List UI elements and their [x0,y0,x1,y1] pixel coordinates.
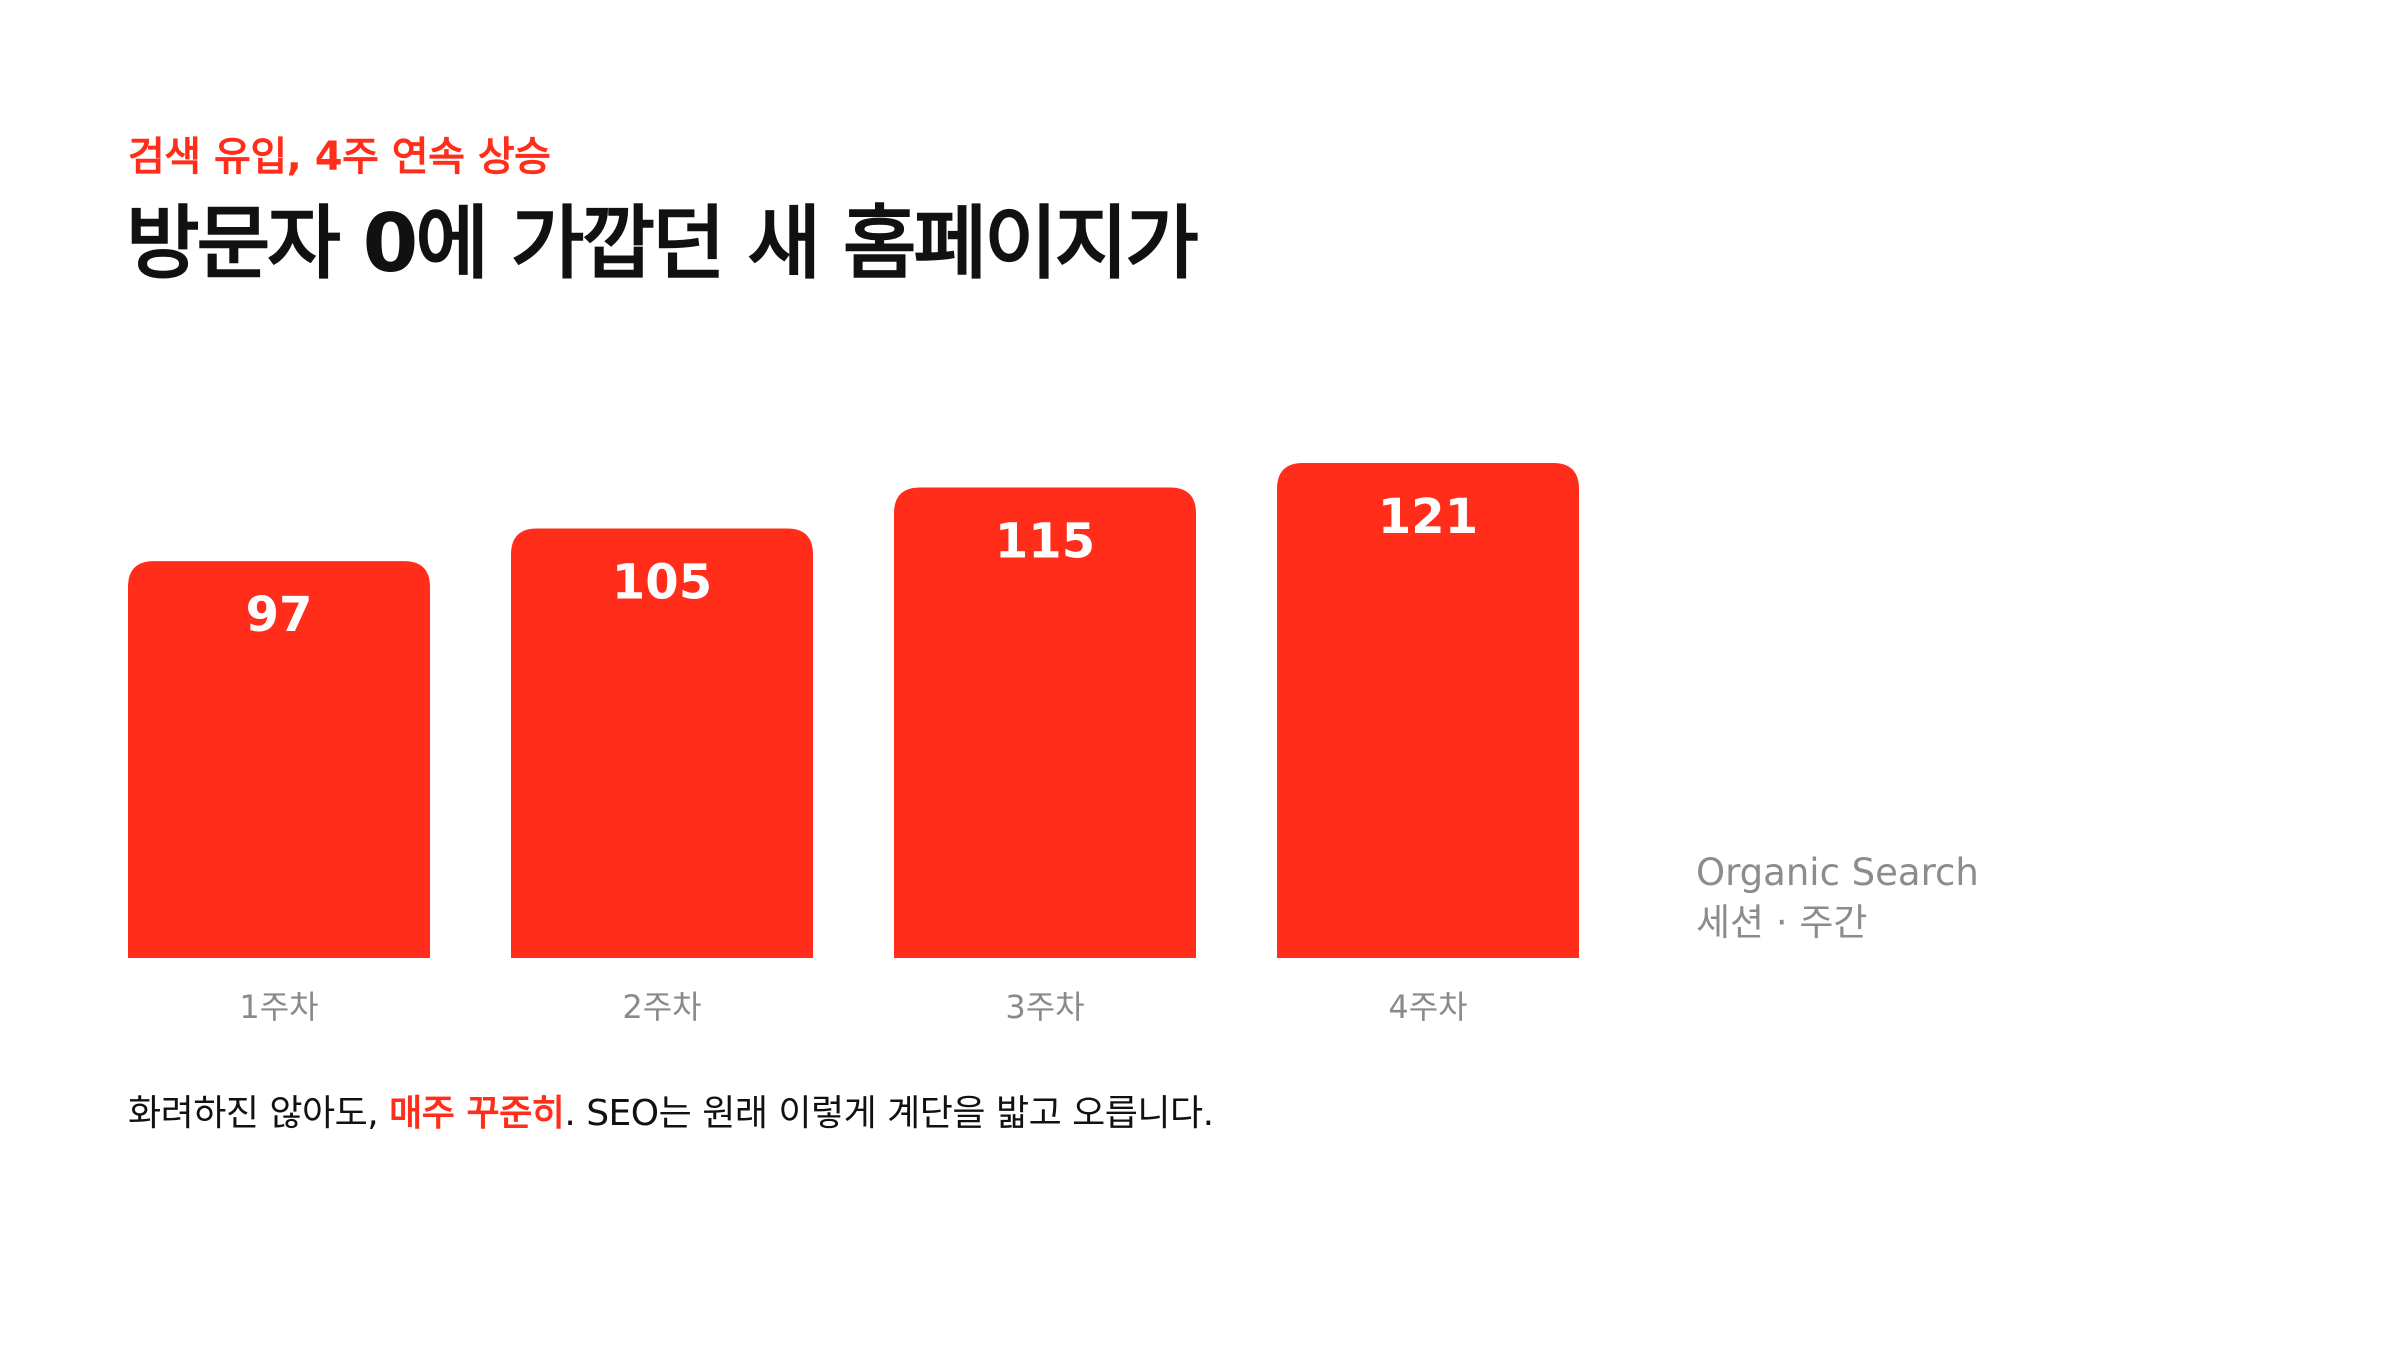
bar-value-label: 121 [1378,489,1478,545]
caption-highlight: 매주 꾸준히 [389,1093,565,1134]
caption-text-before: 화려하진 않아도, [128,1093,390,1134]
chart-title: 방문자 0에 가깝던 새 홈페이지가 [126,197,1199,290]
bar-4 [1277,463,1579,958]
bar-value-label: 105 [612,554,712,610]
category-label: 2주차 [622,988,701,1026]
bar-1 [128,561,430,958]
caption-text-after: . SEO는 원래 이렇게 계단을 밟고 오릅니다. [564,1093,1214,1134]
chart-caption: 화려하진 않아도, 매주 꾸준히. SEO는 원래 이렇게 계단을 밟고 오릅니… [128,1084,1214,1136]
bar-value-label: 115 [995,514,1095,570]
category-label: 4주차 [1388,988,1467,1026]
bar-3 [894,487,1196,958]
chart-eyebrow: 검색 유입, 4주 연속 상승 [128,134,551,180]
chart-legend: Organic Search 세션 · 주간 [1696,848,1979,948]
category-label: 3주차 [1005,988,1084,1026]
legend-series: Organic Search [1696,851,1979,894]
bar-value-label: 97 [246,587,313,643]
bar-2 [511,528,813,958]
legend-unit: 세션 · 주간 [1696,901,1868,944]
category-label: 1주차 [239,988,318,1026]
